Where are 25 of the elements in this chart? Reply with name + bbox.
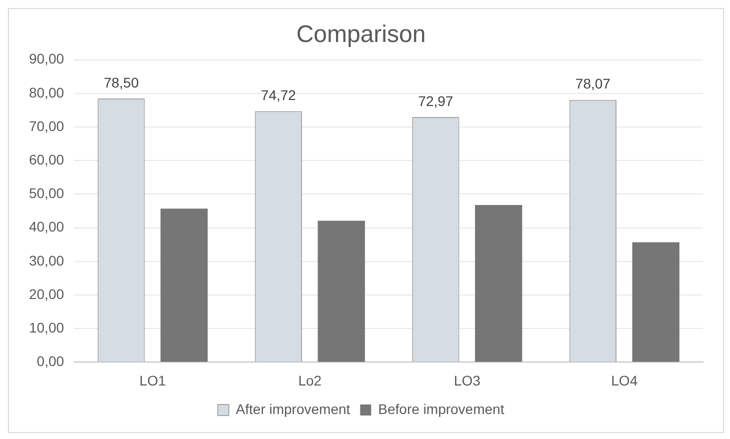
legend-label: After improvement — [236, 400, 350, 417]
y-tick-label: 70,00 — [28, 118, 64, 134]
x-tick-label: LO4 — [611, 372, 638, 388]
y-tick-label: 20,00 — [28, 286, 64, 302]
bar — [632, 242, 680, 362]
x-tick-label: Lo2 — [298, 372, 322, 388]
bar — [160, 208, 208, 362]
x-tick-label: LO3 — [454, 372, 481, 388]
data-label: 78,07 — [575, 76, 611, 92]
data-label: 78,50 — [104, 74, 139, 90]
legend-label: Before improvement — [378, 400, 504, 417]
chart-title: Comparison — [296, 21, 426, 48]
y-tick-label: 40,00 — [28, 218, 64, 235]
bar — [318, 220, 365, 362]
y-tick-label: 30,00 — [28, 252, 64, 268]
y-tick-label: 10,00 — [28, 319, 64, 336]
y-tick-label: 50,00 — [28, 185, 64, 202]
data-label: 72,97 — [418, 92, 454, 109]
y-tick-label: 0,00 — [36, 353, 64, 370]
y-tick-label: 60,00 — [28, 151, 64, 168]
y-tick-label: 90,00 — [28, 50, 64, 67]
data-label: 74,72 — [260, 87, 296, 103]
y-tick-label: 80,00 — [28, 84, 64, 100]
bar — [475, 204, 522, 362]
x-tick-label: LO1 — [139, 372, 166, 388]
